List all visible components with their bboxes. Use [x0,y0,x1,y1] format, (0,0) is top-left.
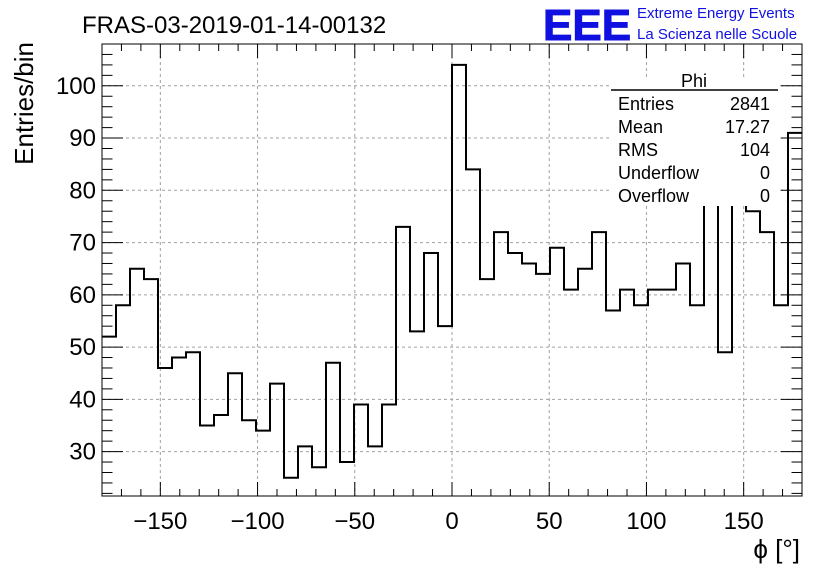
logo-eee-text: EEE [543,1,631,50]
eee-logo: EEE Extreme Energy Events La Scienza nel… [543,1,798,51]
chart-title: FRAS-03-2019-01-14-00132 [82,12,386,39]
y-tick-label: 60 [69,282,96,309]
y-tick-label: 90 [69,125,96,152]
x-tick-label: 0 [445,508,458,535]
histogram-outline [102,63,802,479]
stats-row-label: RMS [618,140,658,160]
plot-frame [101,43,803,497]
stats-row-label: Mean [618,117,663,137]
stats-box-background [611,78,778,206]
stats-box: Phi Entries 2841 Mean 17.27 RMS 104 Underflow 0… [611,71,778,206]
y-tick-label: 50 [69,334,96,361]
stats-row-label: Underflow [618,163,700,183]
y-tick-label: 80 [69,177,96,204]
x-tick-labels: −150 −100 −50 0 50 100 150 [133,508,763,535]
stats-row-value: 17.27 [725,117,770,137]
stats-row-value: 104 [740,140,770,160]
logo-line-2: La Scienza nelle Scuole [637,26,797,43]
x-tick-label: 50 [536,508,563,535]
y-tick-label: 40 [69,386,96,413]
x-tick-label: 100 [626,508,666,535]
x-axis-label: ϕ [°] [753,534,800,564]
y-tick-labels: 30 40 50 60 70 80 90 100 [56,73,96,466]
stats-row-value: 2841 [730,94,770,114]
stats-row-label: Entries [618,94,674,114]
stats-row-label: Overflow [618,186,690,206]
stats-box-title: Phi [681,71,707,91]
x-tick-label: 150 [724,508,764,535]
x-tick-label: −50 [334,508,375,535]
y-axis-label: Entries/bin [9,42,39,165]
x-tick-label: −150 [133,508,187,535]
x-tick-label: −100 [231,508,285,535]
stats-row-value: 0 [760,186,770,206]
logo-line-1: Extreme Energy Events [637,5,795,22]
axis-ticks [102,44,802,496]
stats-row-value: 0 [760,163,770,183]
y-tick-label: 100 [56,73,96,100]
y-tick-label: 30 [69,439,96,466]
y-tick-label: 70 [69,230,96,257]
stats-rows: Entries 2841 Mean 17.27 RMS 104 Underflow 0 Over… [618,94,770,206]
